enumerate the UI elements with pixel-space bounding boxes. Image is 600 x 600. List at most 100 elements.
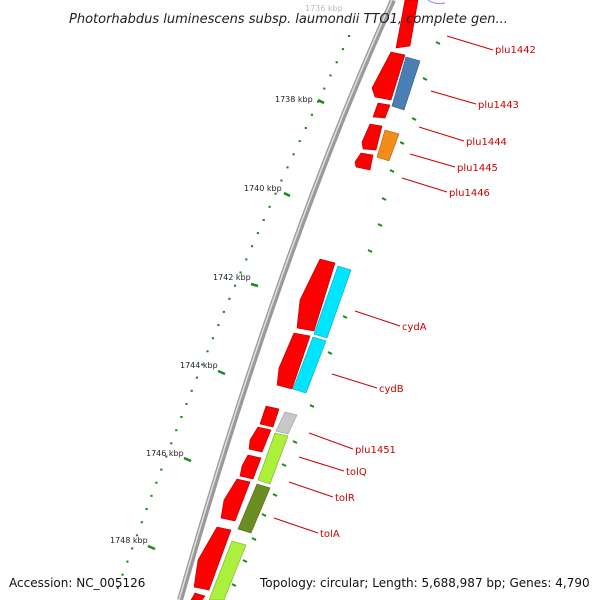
ruler-dot bbox=[150, 494, 153, 497]
gene-label-plu1442[interactable]: plu1442 bbox=[495, 45, 536, 56]
scale-label-1736: 1736 kbp bbox=[305, 4, 343, 13]
ruler-dot bbox=[304, 127, 307, 129]
gene-tolQ[interactable] bbox=[257, 432, 289, 485]
ruler-dot bbox=[155, 481, 158, 484]
leader-plu1445 bbox=[409, 153, 456, 168]
leader-cydA bbox=[354, 310, 401, 327]
ruler-dot bbox=[274, 192, 277, 195]
cds-arrow[interactable] bbox=[354, 152, 374, 171]
gc-tick bbox=[377, 223, 383, 227]
gc-tick bbox=[327, 351, 333, 355]
ruler-dot bbox=[341, 48, 344, 51]
gene-plu1443[interactable] bbox=[391, 56, 421, 111]
ruler-major-ticks bbox=[147, 98, 325, 551]
leader-plu1443 bbox=[430, 90, 477, 105]
scale-label-1738: 1738 kbp bbox=[275, 95, 313, 104]
gene-label-tolQ[interactable]: tolQ bbox=[346, 467, 367, 478]
leader-plu1446 bbox=[401, 177, 448, 193]
cds-arrow[interactable] bbox=[259, 405, 280, 428]
ruler-dot bbox=[239, 271, 242, 274]
ruler-dot bbox=[298, 140, 301, 143]
cds-arrow[interactable] bbox=[190, 592, 206, 600]
gc-tick bbox=[292, 440, 298, 444]
gene-label-tolR[interactable]: tolR bbox=[335, 493, 355, 504]
gene-tolA[interactable] bbox=[208, 540, 247, 600]
ruler-dot bbox=[145, 508, 148, 510]
gc-tick bbox=[411, 117, 417, 121]
ruler-dot bbox=[140, 521, 143, 524]
leader-plu1444 bbox=[418, 126, 465, 142]
gene-tolR[interactable] bbox=[237, 483, 271, 534]
scale-label-1742: 1742 kbp bbox=[213, 273, 251, 282]
ruler-dot bbox=[280, 179, 283, 182]
partial-feature bbox=[427, 0, 446, 5]
ruler-dot bbox=[335, 61, 338, 64]
ruler-dot bbox=[323, 87, 326, 90]
gene-plu1451[interactable] bbox=[275, 411, 298, 435]
cds-arrow[interactable] bbox=[276, 332, 311, 390]
gc-tick bbox=[389, 169, 395, 173]
gene-cydA[interactable] bbox=[313, 265, 352, 339]
gene-label-plu1444[interactable]: plu1444 bbox=[466, 137, 507, 148]
gene-label-plu1445[interactable]: plu1445 bbox=[457, 163, 498, 174]
leader-tolR bbox=[288, 481, 334, 498]
leader-cydB bbox=[331, 373, 378, 389]
gene-label-cydA[interactable]: cydA bbox=[402, 322, 427, 333]
leader-tolQ bbox=[298, 456, 345, 472]
scale-label-1746: 1746 kbp bbox=[146, 449, 184, 458]
gc-tick bbox=[435, 41, 441, 45]
gene-plu1445[interactable] bbox=[376, 129, 400, 162]
gc-tick bbox=[242, 559, 248, 563]
ruler-dot bbox=[348, 35, 351, 37]
scale-label-1740: 1740 kbp bbox=[244, 184, 282, 193]
ruler-dot bbox=[217, 324, 220, 327]
ruler-dot bbox=[310, 113, 313, 116]
gene-label-plu1451[interactable]: plu1451 bbox=[355, 445, 396, 456]
cds-arrow[interactable] bbox=[395, 0, 419, 49]
ruler-dot bbox=[245, 258, 248, 261]
leader-tolA bbox=[273, 517, 319, 534]
ruler-dot bbox=[131, 547, 134, 550]
gene-label-tolA[interactable]: tolA bbox=[320, 529, 340, 540]
cds-arrow[interactable] bbox=[371, 51, 406, 101]
ruler-dot bbox=[160, 468, 163, 471]
ruler-dot bbox=[317, 100, 320, 103]
gc-tick bbox=[261, 513, 267, 517]
ruler-dot bbox=[206, 350, 209, 353]
cds-arrow[interactable] bbox=[220, 478, 251, 522]
ruler-dot bbox=[262, 219, 265, 221]
leader-plu1451 bbox=[308, 432, 354, 450]
ruler-dot bbox=[211, 337, 214, 340]
gc-tick bbox=[281, 463, 287, 467]
gc-tick bbox=[367, 249, 373, 253]
genome-backbone-highlight bbox=[178, 0, 393, 600]
cds-arrow[interactable] bbox=[372, 102, 391, 119]
gc-tick bbox=[272, 493, 278, 497]
cds-arrow[interactable] bbox=[239, 454, 262, 480]
ruler-dot bbox=[195, 376, 198, 379]
ruler-dot bbox=[175, 429, 178, 432]
gene-cydB[interactable] bbox=[292, 336, 327, 394]
gene-label-cydB[interactable]: cydB bbox=[379, 384, 404, 395]
cds-arrow[interactable] bbox=[193, 526, 232, 591]
ruler-dot bbox=[185, 402, 188, 405]
scale-label-1744: 1744 kbp bbox=[180, 361, 218, 370]
gc-ticks bbox=[231, 41, 441, 587]
summary-text: Topology: circular; Length: 5,688,987 bp… bbox=[259, 576, 590, 590]
ruler-dots bbox=[116, 35, 351, 589]
gc-tick bbox=[399, 141, 405, 145]
ruler-dot bbox=[268, 205, 271, 208]
ruler-dot bbox=[251, 245, 254, 248]
cds-arrow[interactable] bbox=[296, 258, 336, 332]
cds-arrow[interactable] bbox=[248, 426, 272, 453]
gene-label-plu1446[interactable]: plu1446 bbox=[449, 188, 490, 199]
cds-arrow[interactable] bbox=[361, 123, 383, 151]
ruler-dot bbox=[165, 455, 168, 458]
ruler-dot bbox=[329, 74, 332, 77]
accession-text: Accession: NC_005126 bbox=[9, 576, 145, 590]
gc-tick bbox=[309, 404, 315, 408]
ruler-dot bbox=[170, 442, 173, 445]
ruler-dot bbox=[233, 284, 237, 287]
gene-label-plu1443[interactable]: plu1443 bbox=[478, 100, 519, 111]
